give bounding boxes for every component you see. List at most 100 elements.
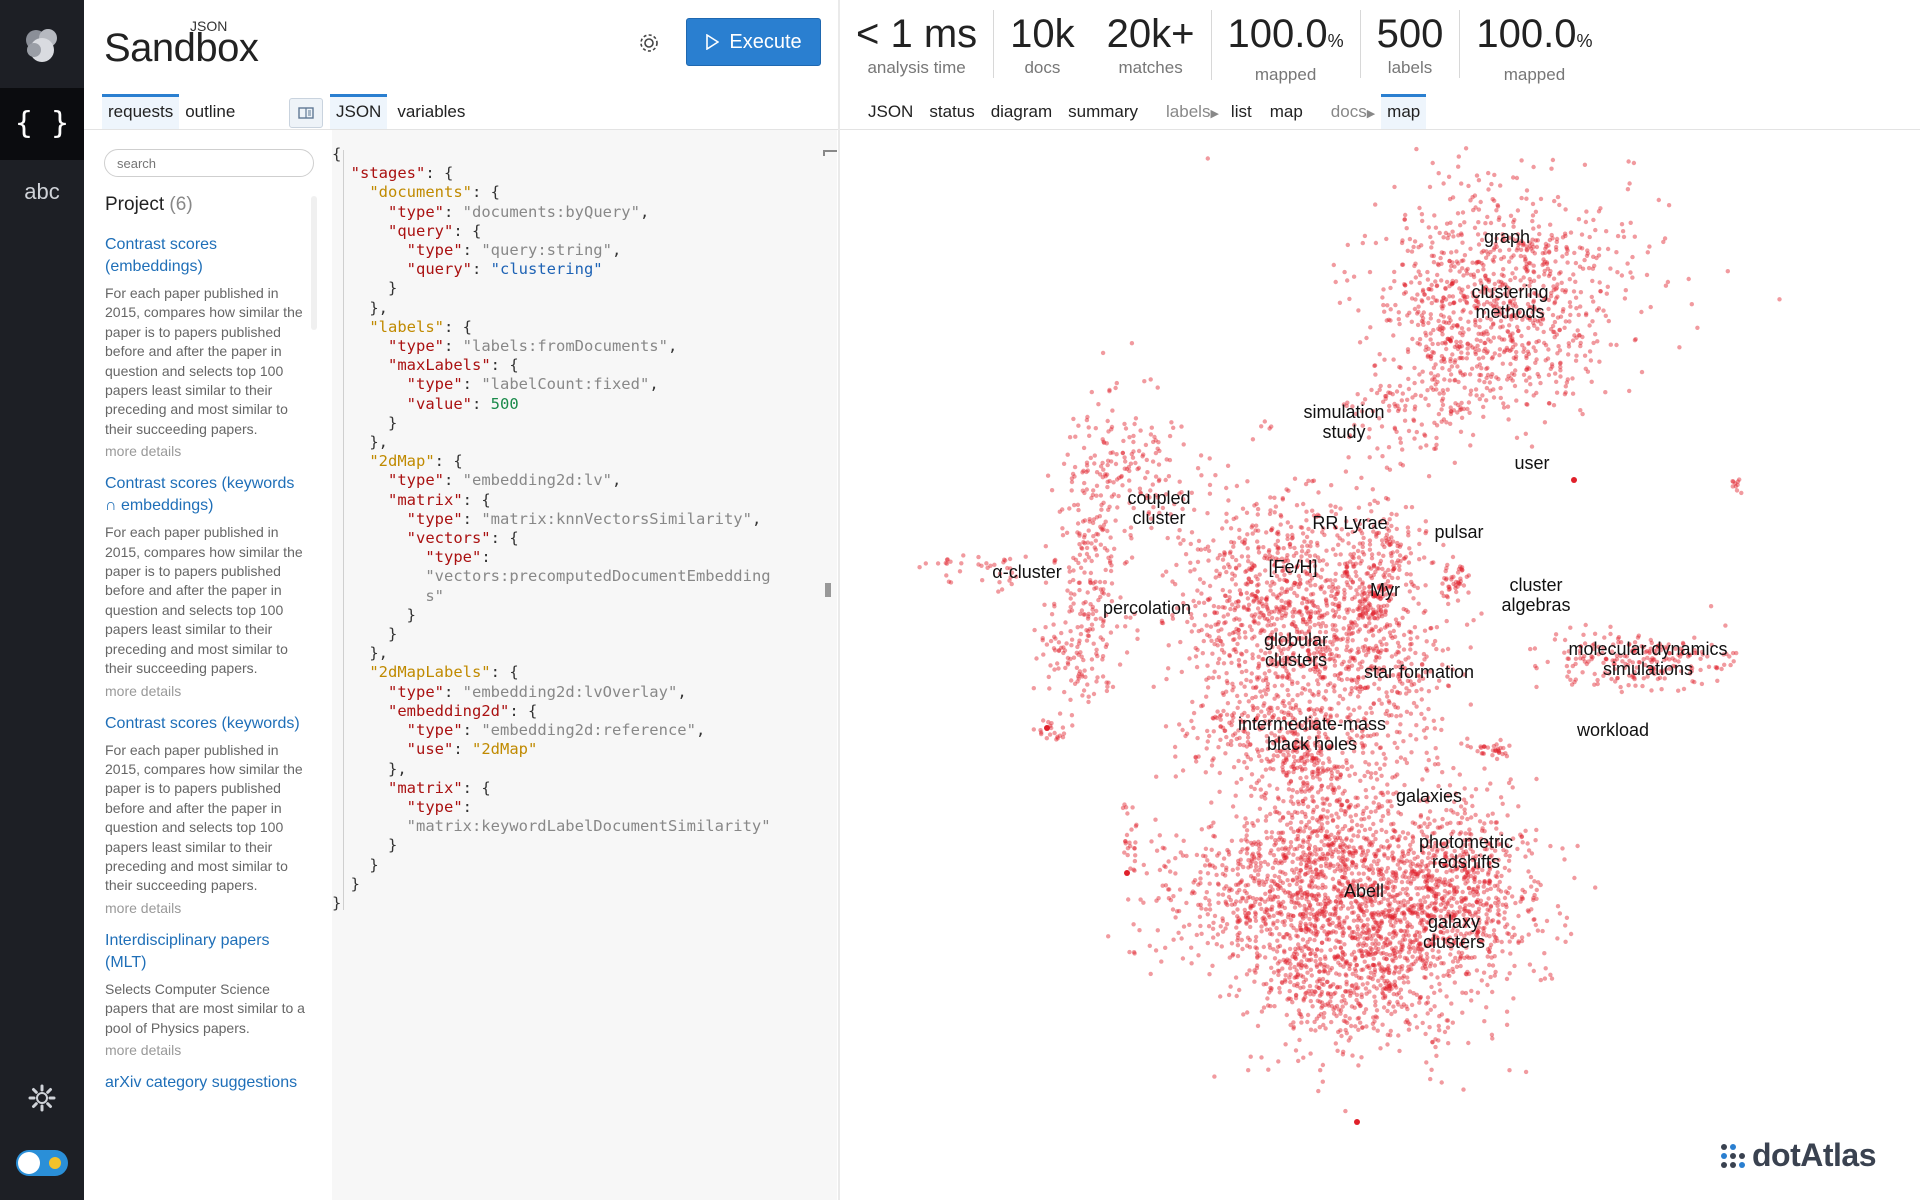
map-point[interactable]: [1221, 708, 1226, 714]
map-point[interactable]: [980, 578, 985, 583]
map-point[interactable]: [1290, 681, 1295, 687]
map-point[interactable]: [1416, 245, 1421, 250]
map-point[interactable]: [1323, 689, 1329, 694]
map-point[interactable]: [1498, 183, 1503, 188]
map-point[interactable]: [1416, 269, 1421, 274]
map-point[interactable]: [1458, 355, 1464, 360]
map-point[interactable]: [1094, 647, 1099, 652]
map-point[interactable]: [1405, 831, 1411, 836]
map-point[interactable]: [1357, 541, 1363, 546]
map-point[interactable]: [1477, 378, 1482, 383]
map-point[interactable]: [1239, 669, 1245, 675]
map-point[interactable]: [1423, 583, 1428, 588]
map-point[interactable]: [1484, 398, 1489, 403]
map-point[interactable]: [1275, 546, 1280, 551]
map-point[interactable]: [1417, 337, 1423, 342]
map-point[interactable]: [1649, 688, 1654, 693]
map-point[interactable]: [1242, 630, 1248, 635]
map-point[interactable]: [1512, 275, 1518, 280]
map-point[interactable]: [1454, 900, 1460, 905]
map-point[interactable]: [1394, 714, 1399, 719]
map-point[interactable]: [1438, 255, 1443, 261]
map-point[interactable]: [1279, 830, 1284, 835]
map-point[interactable]: [1056, 640, 1062, 645]
map-point[interactable]: [1614, 342, 1619, 348]
map-point[interactable]: [1435, 261, 1441, 267]
map-point[interactable]: [1491, 247, 1496, 252]
map-point[interactable]: [1295, 693, 1300, 698]
map-point[interactable]: [1409, 296, 1415, 301]
map-point[interactable]: [1332, 683, 1337, 688]
map-point[interactable]: [1289, 622, 1294, 627]
map-point[interactable]: [1149, 425, 1154, 430]
map-point[interactable]: [1115, 505, 1120, 510]
map-point[interactable]: [1360, 550, 1365, 555]
map-point[interactable]: [1447, 337, 1452, 342]
map-point[interactable]: [1077, 552, 1083, 557]
map-point[interactable]: [1405, 924, 1410, 929]
map-point[interactable]: [1356, 505, 1362, 510]
map-point[interactable]: [1432, 726, 1437, 731]
map-point[interactable]: [1400, 262, 1405, 267]
map-point[interactable]: [1430, 240, 1435, 245]
map-point[interactable]: [1434, 442, 1439, 447]
map-point[interactable]: [1519, 195, 1524, 201]
map-point[interactable]: [1429, 353, 1434, 359]
map-point[interactable]: [1549, 166, 1554, 171]
map-point[interactable]: [1229, 738, 1234, 744]
map-point[interactable]: [1221, 614, 1226, 619]
map-point[interactable]: [1398, 722, 1403, 727]
map-point[interactable]: [1330, 854, 1335, 859]
map-point[interactable]: [1275, 705, 1280, 711]
map-point[interactable]: [1100, 637, 1106, 642]
map-point[interactable]: [1434, 646, 1439, 652]
tab-docs-map[interactable]: map: [1381, 94, 1427, 130]
map-point[interactable]: [1218, 712, 1224, 718]
map-point[interactable]: [1487, 962, 1492, 968]
map-point[interactable]: [1283, 600, 1288, 605]
map-point[interactable]: [1328, 861, 1333, 866]
map-point[interactable]: [1510, 336, 1515, 341]
map-point[interactable]: [1392, 684, 1397, 690]
map-point[interactable]: [1181, 538, 1186, 543]
map-point[interactable]: [1615, 233, 1621, 239]
map-point[interactable]: [1433, 362, 1438, 367]
map-point[interactable]: [1342, 843, 1348, 848]
map-point[interactable]: [1454, 249, 1459, 254]
map-point[interactable]: [1529, 444, 1535, 449]
map-point[interactable]: [1446, 601, 1451, 607]
map-point[interactable]: [1371, 785, 1376, 791]
map-point[interactable]: [1406, 560, 1412, 565]
map-point[interactable]: [1410, 954, 1415, 959]
map-point[interactable]: [1330, 642, 1335, 647]
map-point[interactable]: [1094, 483, 1100, 488]
map-point[interactable]: [1523, 1069, 1529, 1075]
map-point[interactable]: [1403, 283, 1408, 288]
request-title[interactable]: Contrast scores (keywords ∩ embeddings): [105, 475, 295, 515]
map-point[interactable]: [1243, 692, 1249, 698]
map-point[interactable]: [1290, 697, 1295, 703]
map-point[interactable]: [1367, 542, 1373, 547]
map-point[interactable]: [1489, 181, 1494, 187]
map-point[interactable]: [1315, 678, 1320, 683]
map-point[interactable]: [1367, 455, 1372, 460]
map-point[interactable]: [1224, 712, 1230, 717]
map-point[interactable]: [1473, 787, 1479, 792]
map-point[interactable]: [1380, 454, 1385, 459]
map-point[interactable]: [1573, 260, 1579, 266]
map-point[interactable]: [1431, 260, 1437, 265]
map-point[interactable]: [1558, 374, 1563, 379]
map-point[interactable]: [1447, 284, 1452, 289]
map-point[interactable]: [1378, 627, 1384, 632]
map-point[interactable]: [1104, 642, 1109, 647]
map-point[interactable]: [1095, 532, 1101, 537]
map-point[interactable]: [1441, 303, 1446, 309]
map-point[interactable]: [1169, 420, 1174, 425]
map-point[interactable]: [1577, 245, 1583, 250]
map-point[interactable]: [1564, 251, 1569, 256]
map-point[interactable]: [1129, 555, 1135, 560]
map-point[interactable]: [1281, 605, 1286, 611]
map-point[interactable]: [1455, 402, 1461, 408]
map-point[interactable]: [1077, 531, 1082, 536]
map-point[interactable]: [1384, 642, 1389, 647]
